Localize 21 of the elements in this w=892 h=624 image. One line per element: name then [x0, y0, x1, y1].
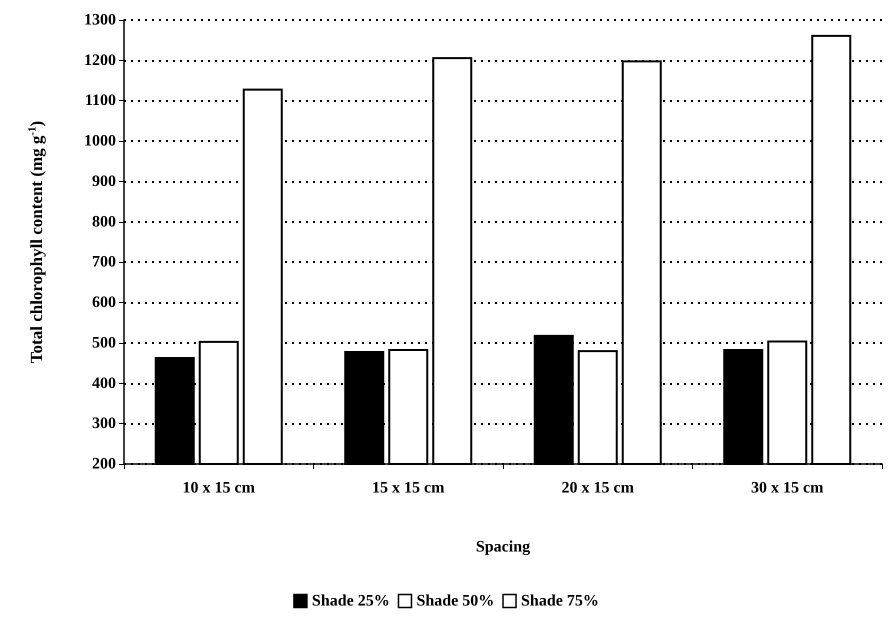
y-tick-label: 700: [92, 254, 116, 271]
x-axis-title: Spacing: [476, 538, 530, 556]
y-tick-label: 400: [92, 374, 116, 392]
y-tick-label: 200: [92, 456, 116, 472]
y-tick-label: 1200: [84, 52, 116, 69]
y-axis-title: Total chlorophyll content (mg g-1): [26, 120, 46, 364]
y-tick-label: 600: [92, 294, 116, 312]
legend-label: Shade 75%: [521, 592, 599, 610]
x-tick-label: 30 x 15 cm: [751, 480, 824, 496]
y-tick-label: 1300: [84, 12, 116, 28]
x-tick-label: 10 x 15 cm: [182, 480, 256, 496]
y-tick-label: 1100: [84, 92, 116, 110]
y-tick-label: 900: [92, 172, 116, 190]
x-tick-label: 15 x 15 cm: [372, 480, 446, 496]
y-tick-label: 800: [92, 213, 116, 230]
legend-label: Shade 25%: [312, 592, 390, 610]
y-tick-label: 500: [92, 334, 116, 352]
x-tick-label: 20 x 15 cm: [562, 480, 635, 496]
y-tick-label: 300: [92, 415, 116, 432]
legend-label: Shade 50%: [416, 592, 494, 610]
y-tick-label: 1000: [84, 132, 116, 150]
